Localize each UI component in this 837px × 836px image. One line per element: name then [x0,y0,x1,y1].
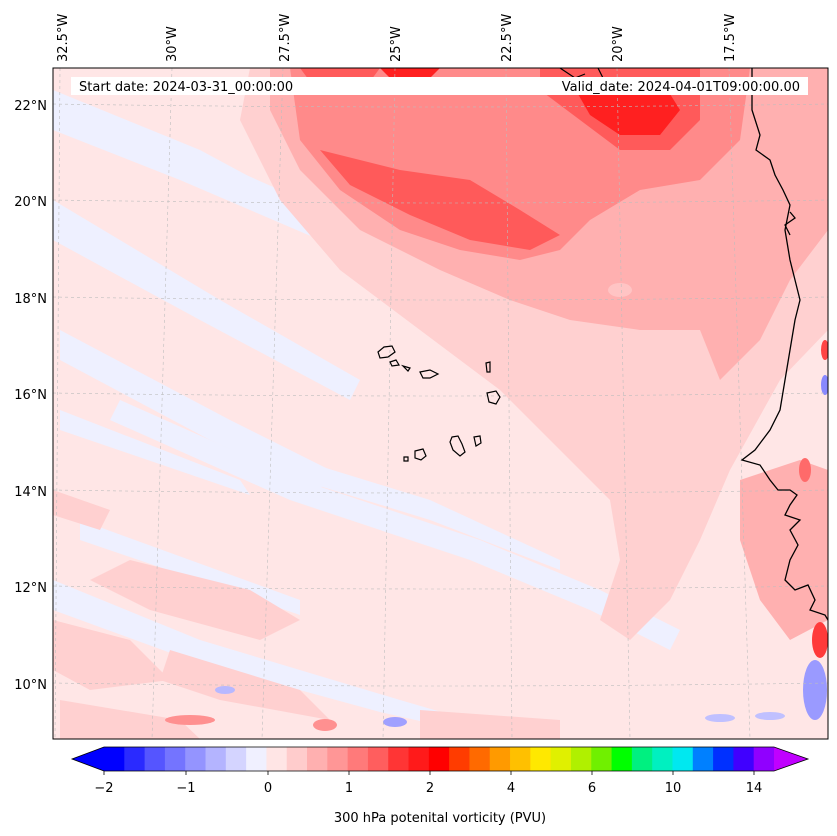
colorbar-extend-high [774,747,808,771]
colorbar-swatch [530,747,552,771]
colorbar-swatch [144,747,166,771]
lon-label: 25°W [389,26,404,62]
colorbar-swatch [733,747,755,771]
colorbar-swatch [753,747,775,771]
latitude-labels: 22°N 20°N 18°N 16°N 14°N 12°N 10°N [14,99,47,693]
lat-label: 12°N [14,581,47,596]
lon-label: 22.5°W [500,14,515,62]
colorbar-tick-label: −2 [94,781,113,796]
lat-label: 10°N [14,678,47,693]
lat-label: 18°N [14,292,47,307]
colorbar-tick-label: 2 [426,781,434,796]
lat-label: 22°N [14,99,47,114]
graticule [53,68,828,739]
colorbar-tick-label: 0 [264,781,272,796]
colorbar-swatch [591,747,613,771]
colorbar-swatch [225,747,247,771]
map-frame [52,67,829,740]
coastal-blobs [165,283,828,731]
longitude-labels: 32.5°W 30°W 27.5°W 25°W 22.5°W 20°W 17.5… [56,14,738,62]
valid-date-label: Valid_date: 2024-04-01T09:00:00.00 [562,80,800,95]
lon-label: 27.5°W [278,14,293,62]
colorbar-swatch [428,747,450,771]
colorbar-swatch [124,747,146,771]
coastline [740,68,828,621]
colorbar-swatch [286,747,308,771]
colorbar-swatch [652,747,673,771]
lat-label: 14°N [14,485,47,500]
lon-label: 20°W [611,26,626,62]
info-bar [71,77,808,95]
colorbar-swatch [713,747,734,771]
colorbar-swatch [367,747,389,771]
colorbar [70,746,810,775]
lon-label: 32.5°W [56,14,71,62]
colorbar-tick-label: 14 [746,781,763,796]
colorbar-swatch [672,747,694,771]
colorbar-swatch [307,747,328,771]
colorbar-swatch [347,747,369,771]
colorbar-swatch [570,747,592,771]
colorbar-swatch [408,747,430,771]
colorbar-swatch [266,747,288,771]
colorbar-swatch [246,747,267,771]
colorbar-swatch [164,747,186,771]
start-date-label: Start date: 2024-03-31_00:00:00 [79,80,293,95]
colorbar-swatch [611,747,633,771]
colorbar-title: 300 hPa potenital vorticity (PVU) [334,811,546,826]
lat-label: 20°N [14,195,47,210]
colorbar-swatch [449,747,470,771]
colorbar-ticks: −2 −1 0 1 2 4 6 10 14 [94,781,762,796]
colorbar-tick-label: 10 [665,781,682,796]
colorbar-tick-label: 6 [588,781,596,796]
lon-label: 17.5°W [723,14,738,62]
colorbar-swatch [469,747,491,771]
colorbar-swatch [104,747,125,771]
colorbar-swatch [327,747,349,771]
colorbar-tick-label: 1 [345,781,353,796]
colorbar-swatch [550,747,572,771]
colorbar-swatch [489,747,511,771]
lon-label: 30°W [165,26,180,62]
colorbar-swatch [205,747,227,771]
colorbar-swatch [185,747,207,771]
colorbar-tick-label: 4 [507,781,515,796]
colorbar-tick-label: −1 [176,781,195,796]
colorbar-swatch [388,747,410,771]
colorbar-extend-low [72,747,104,771]
colorbar-swatch [510,747,531,771]
pv-field [53,68,828,739]
colorbar-swatch [631,747,653,771]
lat-label: 16°N [14,388,47,403]
colorbar-swatch [692,747,714,771]
